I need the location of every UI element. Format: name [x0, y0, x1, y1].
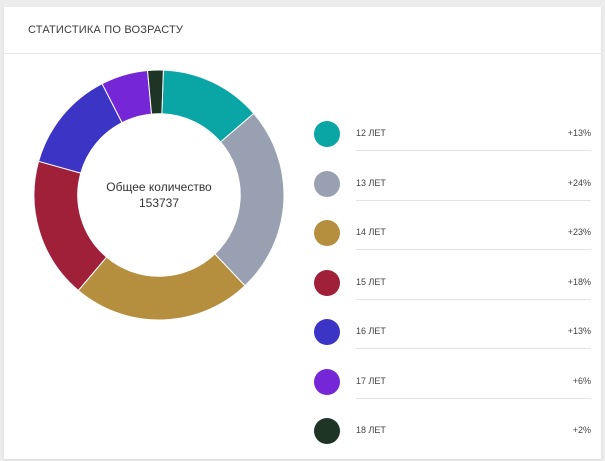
donut-chart-svg	[34, 69, 284, 321]
legend-item[interactable]: 14 ЛЕТ +23%	[314, 213, 591, 263]
legend-color-swatch	[314, 170, 340, 197]
legend-value: +23%	[567, 227, 591, 237]
donut-slice-14[interactable]	[77, 253, 246, 321]
legend-value: +24%	[567, 177, 591, 188]
legend-label: 12 ЛЕТ	[356, 128, 386, 138]
legend-item[interactable]: 18 ЛЕТ +2%	[314, 411, 591, 461]
card-header: СТАТИСТИКА ПО ВОЗРАСТУ	[4, 7, 601, 54]
legend-divider	[356, 348, 591, 349]
card-title: СТАТИСТИКА ПО ВОЗРАСТУ	[28, 24, 184, 36]
legend-color-swatch	[314, 121, 340, 147]
legend-color-swatch	[314, 368, 340, 395]
legend-divider	[356, 397, 591, 399]
donut-chart: Общее количество 153737	[34, 65, 284, 325]
legend-label: 17 ЛЕТ	[356, 375, 386, 386]
chart-legend: 12 ЛЕТ +13% 13 ЛЕТ +24% 14 ЛЕТ +23% 15 ЛЕТ +18%…	[314, 114, 591, 461]
legend-value: +6%	[572, 375, 591, 386]
legend-item[interactable]: 15 ЛЕТ +18%	[314, 263, 591, 313]
legend-label: 14 ЛЕТ	[356, 227, 386, 237]
legend-label: 16 ЛЕТ	[356, 326, 386, 336]
legend-label: 15 ЛЕТ	[356, 276, 386, 287]
legend-label: 18 ЛЕТ	[356, 425, 386, 435]
legend-item[interactable]: 12 ЛЕТ +13%	[314, 114, 591, 164]
legend-value: +2%	[572, 425, 591, 435]
total-value: 153737	[138, 196, 180, 210]
legend-color-swatch	[314, 220, 340, 246]
legend-label: 13 ЛЕТ	[356, 177, 386, 188]
legend-divider	[356, 298, 591, 300]
legend-color-swatch	[314, 319, 340, 345]
age-statistics-card: СТАТИСТИКА ПО ВОЗРАСТУ Общее количество …	[4, 7, 601, 459]
donut-slice-18[interactable]	[146, 69, 164, 115]
legend-item[interactable]: 17 ЛЕТ +6%	[314, 362, 591, 412]
legend-color-swatch	[314, 269, 340, 296]
legend-value: +13%	[567, 326, 591, 336]
legend-divider	[356, 199, 591, 201]
legend-value: +18%	[567, 276, 591, 287]
legend-divider	[356, 249, 591, 250]
total-center-label: Общее количество 153737	[34, 179, 284, 211]
total-caption: Общее количество	[106, 180, 212, 194]
legend-item[interactable]: 13 ЛЕТ +24%	[314, 164, 591, 214]
legend-value: +13%	[567, 128, 591, 138]
legend-color-swatch	[314, 418, 340, 444]
legend-item[interactable]: 16 ЛЕТ +13%	[314, 312, 591, 362]
legend-divider	[356, 150, 591, 151]
